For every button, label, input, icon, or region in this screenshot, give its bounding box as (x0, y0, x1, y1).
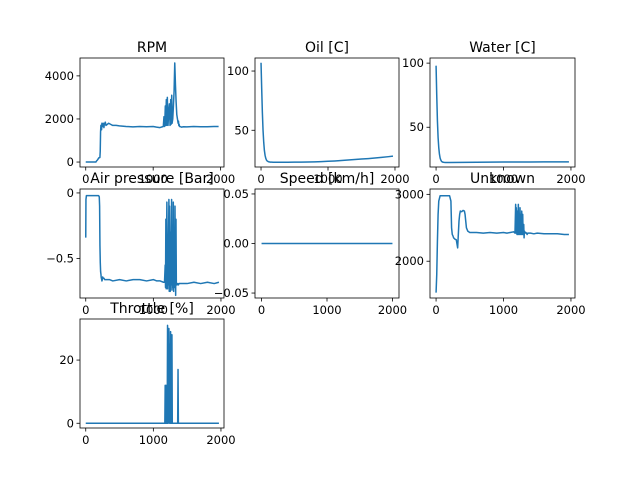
axes-frame (79, 188, 225, 299)
axes-frame (79, 318, 225, 429)
y-tick-label: 2000 (45, 112, 74, 126)
subplot-6: 0 1000 2000 2000 3000 Unknown (395, 171, 586, 317)
subplot-title: RPM (137, 40, 167, 56)
y-tick-label: 4000 (45, 69, 74, 83)
subplot-1: 0 1000 2000 0 2000 4000 RPM (45, 40, 236, 186)
axes-frame (429, 57, 576, 168)
x-tick-label: 2000 (556, 303, 585, 317)
series-line (85, 62, 219, 163)
x-tick-label: 0 (257, 172, 264, 186)
x-tick-label: 0 (432, 172, 439, 186)
y-tick-label: 0 (67, 186, 74, 200)
y-tick-label: 50 (409, 120, 424, 134)
subplot-title: Air pressure [Bar] (90, 171, 213, 187)
subplot-5: 0 1000 2000 −0.05 0.00 0.05 Speed [km/h] (214, 171, 407, 317)
x-tick-label: 1000 (139, 433, 168, 447)
x-tick-label: 2000 (206, 303, 235, 317)
subplot-title: Water [C] (469, 40, 536, 56)
subplot-3: 0 1000 2000 50 100 Water [C] (402, 40, 586, 186)
x-tick-label: 0 (82, 303, 89, 317)
x-tick-label: 0 (432, 303, 439, 317)
subplot-title: Unknown (470, 171, 535, 187)
y-tick-label: 100 (227, 64, 249, 78)
axes-frame (429, 188, 576, 299)
y-tick-label: 100 (402, 56, 424, 70)
x-tick-label: 1000 (139, 303, 168, 317)
x-tick-label: 1000 (489, 172, 518, 186)
y-tick-label: 20 (59, 353, 74, 367)
axes-frame (254, 57, 400, 168)
x-tick-label: 0 (82, 433, 89, 447)
axes-frame (79, 57, 225, 168)
series-line (435, 194, 569, 293)
subplot-title: Oil [C] (305, 40, 349, 56)
x-tick-label: 2000 (380, 172, 409, 186)
series-line (85, 324, 219, 425)
y-tick-label: 0.05 (223, 187, 249, 201)
series-line (435, 65, 569, 164)
subplot-title: Speed [km/h] (280, 171, 375, 187)
series-line (85, 194, 220, 297)
x-tick-label: 2000 (206, 433, 235, 447)
y-tick-label: 0 (67, 155, 74, 169)
x-tick-label: 1000 (139, 172, 168, 186)
y-tick-label: 3000 (395, 187, 424, 201)
series-line (260, 62, 394, 164)
y-tick-label: 50 (234, 123, 249, 137)
x-tick-label: 2000 (556, 172, 585, 186)
subplot-2: 0 1000 2000 50 100 Oil [C] (227, 40, 410, 186)
x-tick-label: 0 (82, 172, 89, 186)
x-tick-label: 1000 (312, 303, 341, 317)
x-tick-label: 2000 (378, 303, 407, 317)
x-tick-label: 2000 (206, 172, 235, 186)
subplot-7: 0 1000 2000 0 20 Throttle [%] (59, 301, 235, 447)
y-tick-label: −0.5 (46, 252, 74, 266)
y-tick-label: 0 (67, 416, 74, 430)
y-tick-label: 0.00 (223, 237, 249, 251)
y-tick-label: 2000 (395, 254, 424, 268)
y-tick-label: −0.05 (214, 286, 249, 300)
subplot-title: Throttle [%] (109, 301, 194, 317)
x-tick-label: 1000 (313, 172, 342, 186)
x-tick-label: 1000 (489, 303, 518, 317)
x-tick-label: 0 (258, 303, 265, 317)
